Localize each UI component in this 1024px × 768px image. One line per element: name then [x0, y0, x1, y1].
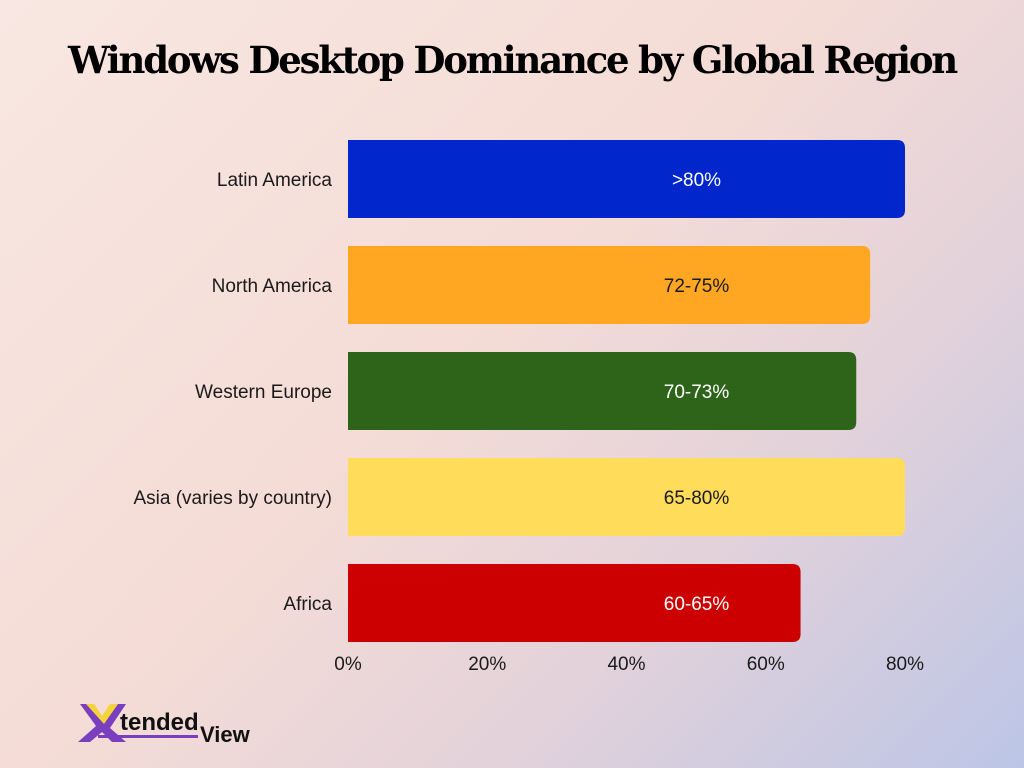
- data-label: 65-80%: [664, 488, 730, 509]
- category-label: Latin America: [217, 170, 333, 191]
- bar: [348, 458, 905, 536]
- data-label: 72-75%: [664, 276, 730, 297]
- x-tick-label: 0%: [334, 654, 362, 675]
- svg-text:tended: tended: [120, 709, 199, 736]
- data-label: 70-73%: [664, 382, 730, 403]
- svg-text:View: View: [200, 722, 251, 745]
- chart-title: Windows Desktop Dominance by Global Regi…: [67, 38, 958, 82]
- x-tick-label: 20%: [468, 654, 506, 675]
- x-tick-label: 40%: [607, 654, 645, 675]
- x-tick-label: 80%: [886, 654, 924, 675]
- category-label: Western Europe: [195, 382, 332, 403]
- data-label: 60-65%: [664, 594, 730, 615]
- category-label: North America: [212, 276, 333, 297]
- category-label: Africa: [283, 594, 332, 615]
- bar: [348, 564, 801, 642]
- bar: [348, 140, 905, 218]
- bar: [348, 352, 857, 430]
- category-label: Asia (varies by country): [133, 488, 332, 509]
- data-label: >80%: [672, 170, 721, 191]
- xtendedview-logo: tended View: [78, 704, 251, 745]
- bar: [348, 246, 871, 324]
- x-tick-label: 60%: [747, 654, 785, 675]
